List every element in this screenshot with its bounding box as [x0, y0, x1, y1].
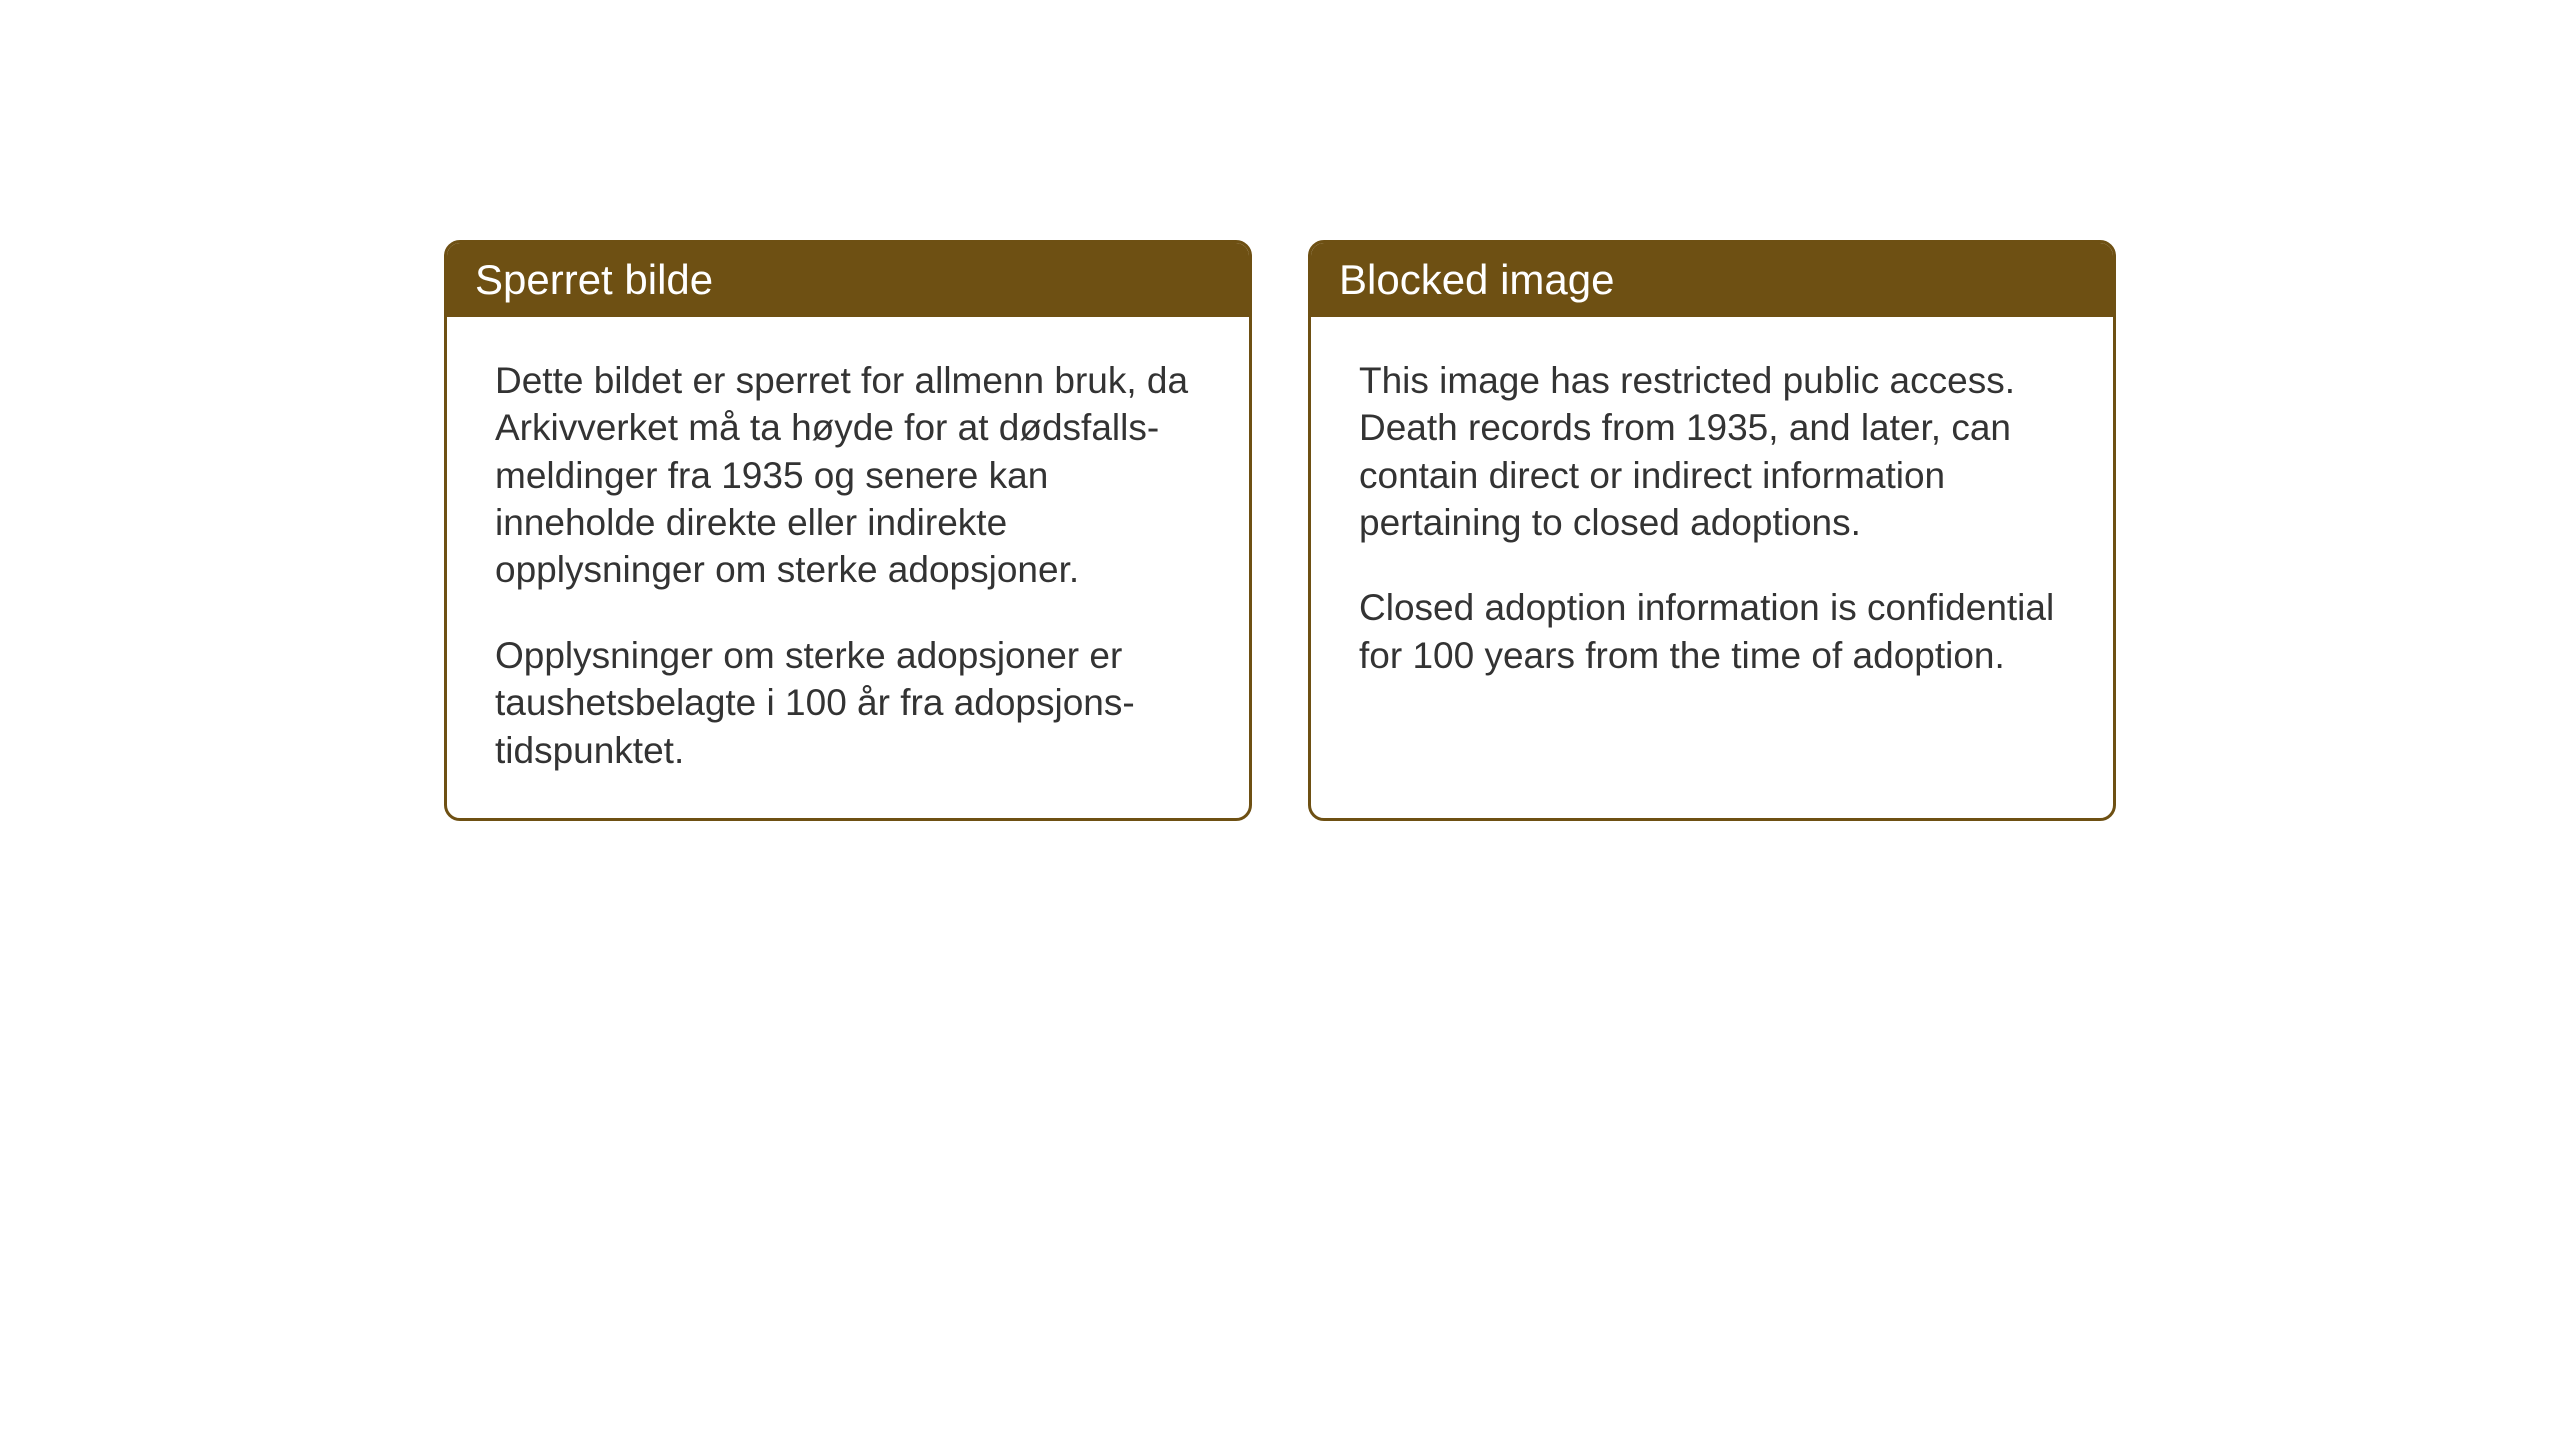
english-paragraph-1: This image has restricted public access.… — [1359, 357, 2065, 546]
norwegian-title: Sperret bilde — [475, 256, 713, 303]
english-card-header: Blocked image — [1311, 243, 2113, 317]
english-title: Blocked image — [1339, 256, 1614, 303]
norwegian-card-body: Dette bildet er sperret for allmenn bruk… — [447, 317, 1249, 818]
norwegian-paragraph-2: Opplysninger om sterke adopsjoner er tau… — [495, 632, 1201, 774]
cards-container: Sperret bilde Dette bildet er sperret fo… — [444, 240, 2116, 821]
english-paragraph-2: Closed adoption information is confident… — [1359, 584, 2065, 679]
english-card-body: This image has restricted public access.… — [1311, 317, 2113, 723]
english-card: Blocked image This image has restricted … — [1308, 240, 2116, 821]
norwegian-card: Sperret bilde Dette bildet er sperret fo… — [444, 240, 1252, 821]
norwegian-paragraph-1: Dette bildet er sperret for allmenn bruk… — [495, 357, 1201, 594]
norwegian-card-header: Sperret bilde — [447, 243, 1249, 317]
